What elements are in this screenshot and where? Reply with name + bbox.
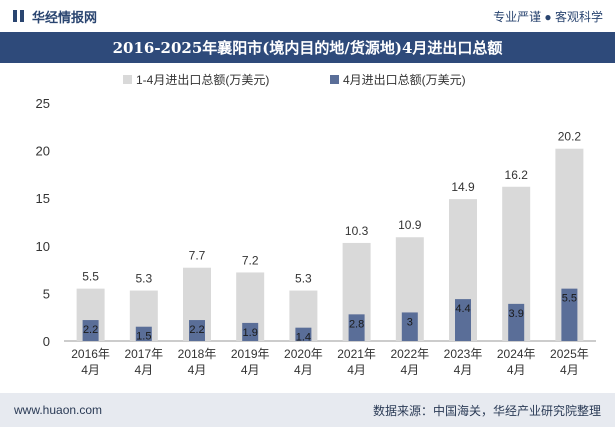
brand: 华经情报网 <box>12 7 97 26</box>
bar-april <box>295 327 312 341</box>
chart-legend: 1-4月进出口总额(万美元) 4月进出口总额(万美元) <box>123 73 466 87</box>
x-tick-label: 2023年 4月 <box>444 347 483 377</box>
data-label-april: 1.5 <box>136 331 151 343</box>
footer-website: www.huaon.com <box>14 403 103 417</box>
data-label-total: 20.2 <box>558 130 582 144</box>
bar-april <box>135 326 152 341</box>
y-tick-label: 20 <box>36 144 50 159</box>
data-label-total: 7.2 <box>242 253 259 267</box>
data-label-april: 3 <box>407 316 413 328</box>
legend-swatch-april <box>330 75 339 84</box>
x-tick-label: 2024年 4月 <box>497 347 536 377</box>
bar-april <box>508 303 525 341</box>
slogan: 专业严谨 ● 客观科学 <box>493 9 603 24</box>
y-axis: 0 5 10 15 20 25 <box>36 96 50 349</box>
y-tick-label: 0 <box>43 334 50 349</box>
chart-title: 2016-2025年襄阳市(境内目的地/货源地)4月进出口总额 <box>0 32 615 63</box>
data-label-total: 5.3 <box>135 272 152 286</box>
bar-april <box>455 299 471 341</box>
data-label-april: 1.9 <box>243 327 258 339</box>
top-bar: 华经情报网 专业严谨 ● 客观科学 <box>0 0 615 32</box>
x-tick-label: 2025年 4月 <box>550 347 589 377</box>
bar-april <box>242 322 259 341</box>
y-tick-label: 15 <box>36 191 50 206</box>
data-label-april: 2.8 <box>349 318 364 330</box>
footer: www.huaon.com 数据来源：中国海关，华经产业研究院整理 <box>0 393 615 427</box>
data-label-total: 10.9 <box>398 218 422 232</box>
y-tick-label: 10 <box>36 239 50 254</box>
x-axis: 2016年 4月 2017年 4月 2018年 4月 2019年 4月 2020年 4月 2021年… <box>71 347 589 377</box>
bar-chart: 1-4月进出口总额(万美元) 4月进出口总额(万美元) 0 5 10 15 20 25 5… <box>36 73 596 377</box>
legend-swatch-total <box>123 75 132 84</box>
bar-april <box>401 312 418 341</box>
legend-label-total: 1-4月进出口总额(万美元) <box>136 73 269 87</box>
data-label-total: 16.2 <box>505 168 529 182</box>
y-tick-label: 25 <box>36 96 50 111</box>
bar-april <box>189 320 205 341</box>
data-label-april: 3.9 <box>509 308 524 320</box>
x-tick-label: 2022年 4月 <box>390 347 429 377</box>
x-tick-label: 2020年 4月 <box>284 347 323 377</box>
data-label-april: 5.5 <box>562 293 577 305</box>
x-tick-label: 2016年 4月 <box>71 347 110 377</box>
data-label-april: 1.4 <box>296 332 311 344</box>
brand-name: 华经情报网 <box>32 9 98 25</box>
data-label-total: 5.5 <box>82 270 99 284</box>
x-tick-label: 2019年 4月 <box>231 347 270 377</box>
data-label-april: 2.2 <box>83 324 98 336</box>
legend-label-april: 4月进出口总额(万美元) <box>343 73 466 87</box>
bars: 5.5 2.2 5.3 1.5 7.7 2.2 7.2 1.9 5.3 1.4 10.3 2.8 10.… <box>76 130 584 344</box>
bar-april <box>561 288 578 341</box>
footer-source: 数据来源：中国海关，华经产业研究院整理 <box>372 403 601 418</box>
data-label-total: 10.3 <box>345 224 369 238</box>
x-tick-label: 2017年 4月 <box>124 347 163 377</box>
brand-logo-icon <box>13 10 24 22</box>
data-label-total: 7.7 <box>189 249 206 263</box>
bar-april <box>82 320 99 341</box>
data-label-april: 2.2 <box>189 324 204 336</box>
x-tick-label: 2018年 4月 <box>178 347 217 377</box>
x-tick-label: 2021年 4月 <box>337 347 376 377</box>
bar-april <box>348 314 365 341</box>
data-label-april: 4.4 <box>455 303 470 315</box>
y-tick-label: 5 <box>43 286 50 301</box>
data-label-total: 5.3 <box>295 272 312 286</box>
data-label-total: 14.9 <box>451 180 475 194</box>
